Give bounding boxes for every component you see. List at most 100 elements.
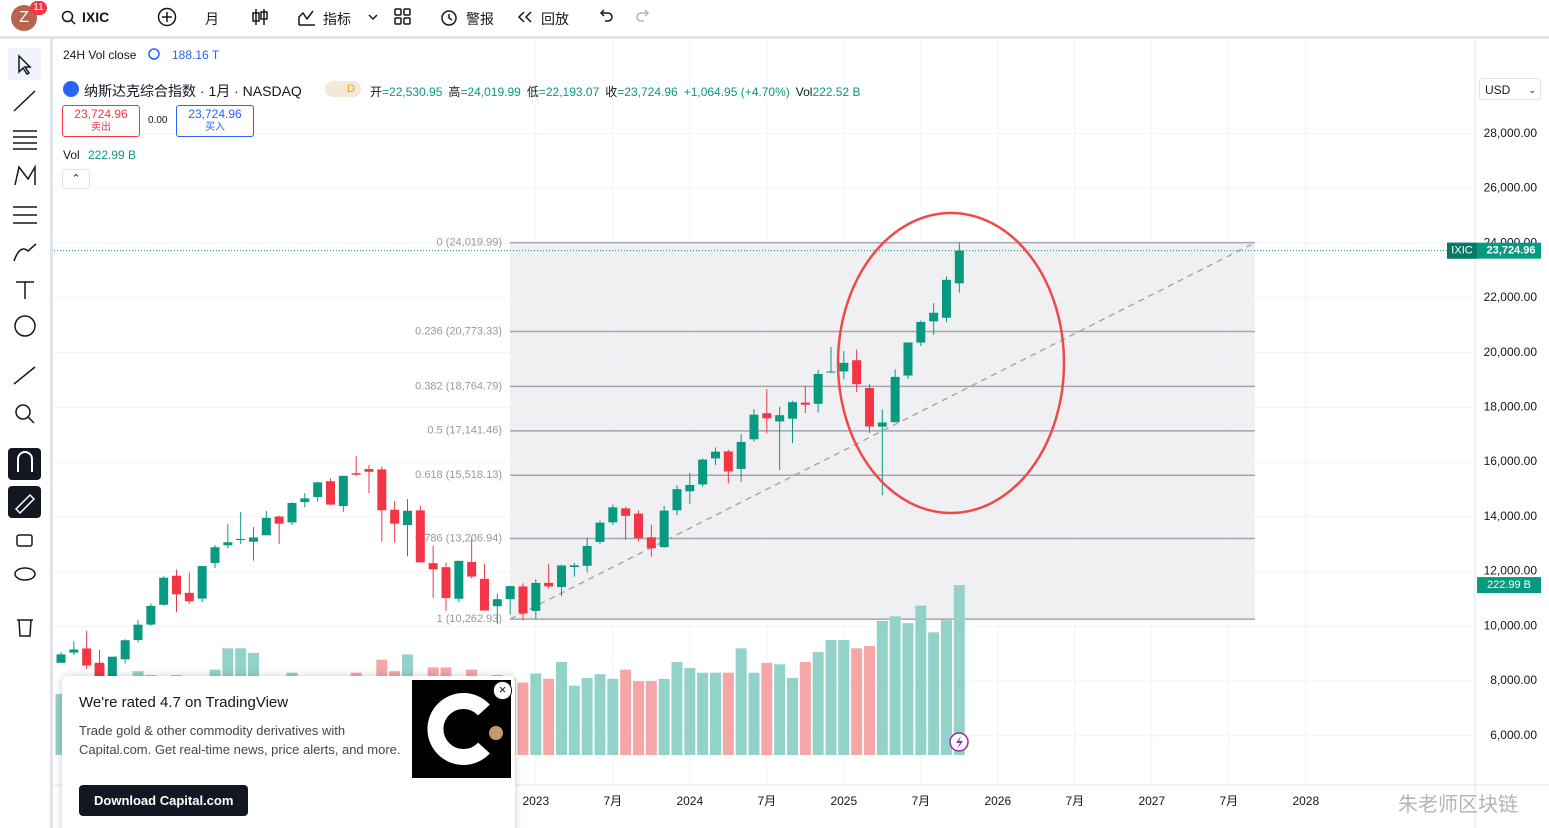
zoom-tool[interactable]: [15, 404, 31, 420]
indicators[interactable]: 指标: [323, 11, 351, 27]
fib-label: 0.618 (15,518.13): [415, 469, 502, 481]
pattern-tool[interactable]: [14, 164, 36, 186]
candle-body: [903, 342, 913, 376]
x-tick-label: 2025: [830, 794, 857, 808]
volume-bar: [799, 662, 811, 755]
candle-body: [813, 374, 823, 404]
cursor-tool[interactable]: [18, 54, 32, 75]
fib-trend: [509, 241, 1256, 620]
volume-bar: [581, 678, 593, 755]
candle-body: [300, 498, 310, 503]
emoji-tool[interactable]: [14, 315, 36, 337]
candle-body: [916, 321, 926, 343]
candle-body: [659, 510, 669, 548]
volume-bar: [774, 664, 786, 755]
y-tick-label: 12,000.00: [1484, 564, 1538, 578]
candle-body: [415, 510, 425, 563]
candle-body: [428, 563, 438, 570]
volume-bar: [722, 672, 734, 755]
ruler-tool[interactable]: [13, 366, 36, 385]
buy-label: 买入: [205, 122, 225, 133]
lock-tool[interactable]: [16, 534, 33, 547]
candle-body: [236, 538, 246, 541]
volume-value: 222.99 B: [88, 148, 137, 162]
candle-body: [210, 547, 220, 563]
ohlc-key: 开: [370, 85, 383, 99]
popup-button[interactable]: Download Capital.com: [79, 785, 249, 816]
replay[interactable]: 回放: [541, 11, 569, 27]
delete-tool[interactable]: [17, 619, 33, 637]
x-tick-label: 2027: [1138, 794, 1165, 808]
vol-key: Vol: [795, 85, 813, 99]
candle-body: [223, 542, 233, 546]
text-tool[interactable]: [16, 281, 34, 299]
candle-body: [544, 582, 554, 587]
left-toolbar: [0, 39, 53, 828]
candle-body: [826, 371, 836, 373]
hide-tool[interactable]: [14, 567, 36, 581]
volume-bar: [851, 648, 863, 755]
sell-label: 卖出: [91, 122, 111, 133]
candle-body: [531, 582, 541, 611]
drawing-tools: [8, 48, 41, 637]
popup-close[interactable]: ×: [493, 681, 512, 700]
fib-label: 1 (10,262.93): [437, 613, 502, 625]
x-tick-label: 7月: [1065, 794, 1084, 808]
sell-button[interactable]: 23,724.96 卖出: [62, 105, 140, 137]
fib-tool[interactable]: [13, 130, 37, 150]
volume-bar: [928, 632, 940, 755]
candle-body: [120, 640, 130, 660]
alert-icon: [441, 10, 457, 26]
forecast-tool[interactable]: [13, 206, 37, 224]
volume-bar: [645, 681, 657, 755]
candle-body: [787, 402, 797, 419]
y-tick-label: 14,000.00: [1484, 509, 1538, 523]
lock-drawing-tool[interactable]: [8, 486, 41, 518]
layout-icon[interactable]: [394, 8, 412, 26]
candle-body: [402, 510, 412, 526]
buy-button[interactable]: 23,724.96 买入: [176, 105, 254, 137]
redo[interactable]: [634, 9, 652, 23]
x-tick-label: 2026: [984, 794, 1011, 808]
chart-type[interactable]: [251, 7, 269, 27]
alerts[interactable]: 警报: [466, 11, 494, 27]
volume-badge-label: 222.99 B: [1487, 579, 1531, 591]
interval[interactable]: 月: [205, 11, 219, 27]
add-symbol[interactable]: [157, 7, 177, 27]
y-tick-label: 18,000.00: [1484, 400, 1538, 414]
candle-body: [929, 312, 939, 322]
dropdown[interactable]: [367, 12, 379, 22]
vol24h-value: 188.16 T: [172, 48, 220, 62]
trendline-tool[interactable]: [13, 90, 36, 112]
undo[interactable]: [597, 9, 615, 23]
volume-bar: [940, 620, 952, 755]
ohlc-value: =23,724.96: [617, 85, 678, 99]
collapse-button[interactable]: ⌃: [62, 169, 90, 189]
volume-bar: [709, 672, 721, 755]
refresh-icon[interactable]: [147, 47, 161, 61]
vol24h-label: 24H Vol close: [63, 48, 137, 62]
symbol-search[interactable]: IXIC: [82, 9, 110, 25]
candle-body: [274, 516, 284, 524]
currency-select[interactable]: USD ⌄: [1479, 78, 1541, 100]
candle-body: [595, 522, 605, 542]
ohlc-key: 高: [448, 85, 461, 99]
spread: 0.00: [148, 115, 168, 126]
symbol-name[interactable]: 纳斯达克综合指数 · 1月 · NASDAQ: [84, 83, 302, 99]
volume-bar: [761, 662, 773, 755]
volume-bar: [607, 678, 619, 755]
candle-body: [839, 362, 849, 372]
currency: USD: [1485, 83, 1511, 97]
x-tick-label: 7月: [911, 794, 930, 808]
annotation-circle: [836, 211, 1066, 515]
delay-badge: D: [325, 81, 361, 97]
candle-body: [633, 513, 643, 539]
y-tick-label: 6,000.00: [1490, 728, 1537, 742]
replay-icon: [517, 11, 532, 23]
brush-tool[interactable]: [13, 243, 37, 262]
candle-body: [338, 475, 348, 506]
candle-body: [364, 468, 374, 472]
sell-price: 23,724.96: [74, 107, 128, 121]
candle-body: [133, 624, 143, 640]
ohlc-key: 低: [526, 85, 539, 99]
